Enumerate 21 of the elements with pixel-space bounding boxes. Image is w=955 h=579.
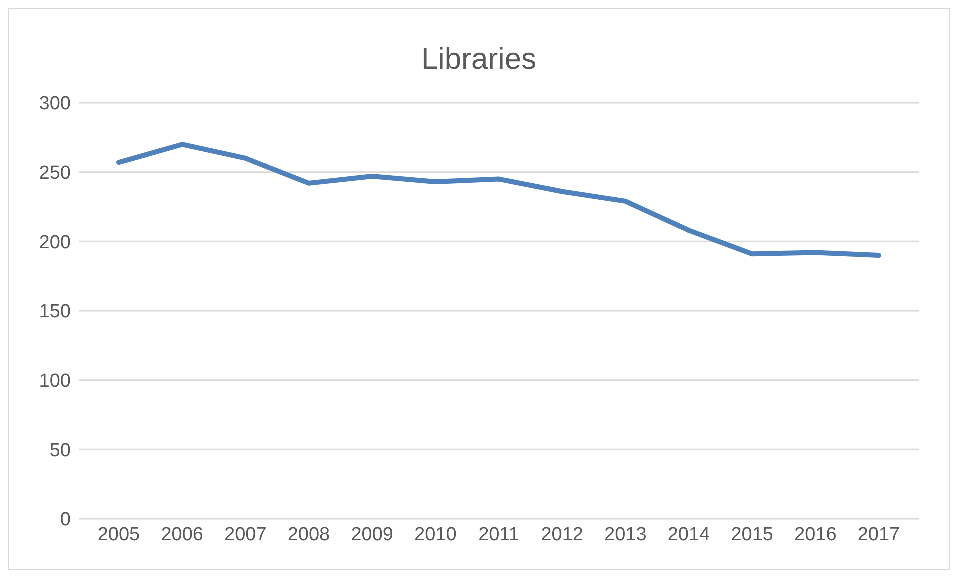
x-tick-label: 2006	[161, 524, 204, 546]
y-tick-label: 150	[39, 302, 71, 323]
x-tick-label: 2013	[604, 524, 647, 546]
y-tick-label: 50	[50, 440, 71, 462]
y-tick-label: 0	[60, 510, 71, 531]
x-tick-label: 2009	[351, 524, 394, 546]
x-tick-label: 2007	[224, 524, 267, 546]
x-tick-label: 2012	[541, 524, 584, 546]
y-tick-label: 300	[39, 94, 71, 115]
x-tick-label: 2015	[731, 524, 774, 546]
y-tick-label: 200	[39, 232, 71, 254]
y-tick-label: 250	[39, 163, 71, 184]
x-tick-label: 2011	[478, 524, 520, 546]
x-tick-label: 2014	[668, 524, 711, 546]
x-tick-label: 2005	[98, 524, 140, 546]
x-tick-label: 2016	[794, 524, 837, 546]
x-tick-label: 2008	[288, 524, 330, 546]
y-tick-label: 100	[39, 371, 71, 392]
chart-title: Libraries	[420, 42, 538, 78]
x-tick-label: 2010	[414, 524, 457, 546]
x-tick-label: 2017	[858, 524, 900, 546]
